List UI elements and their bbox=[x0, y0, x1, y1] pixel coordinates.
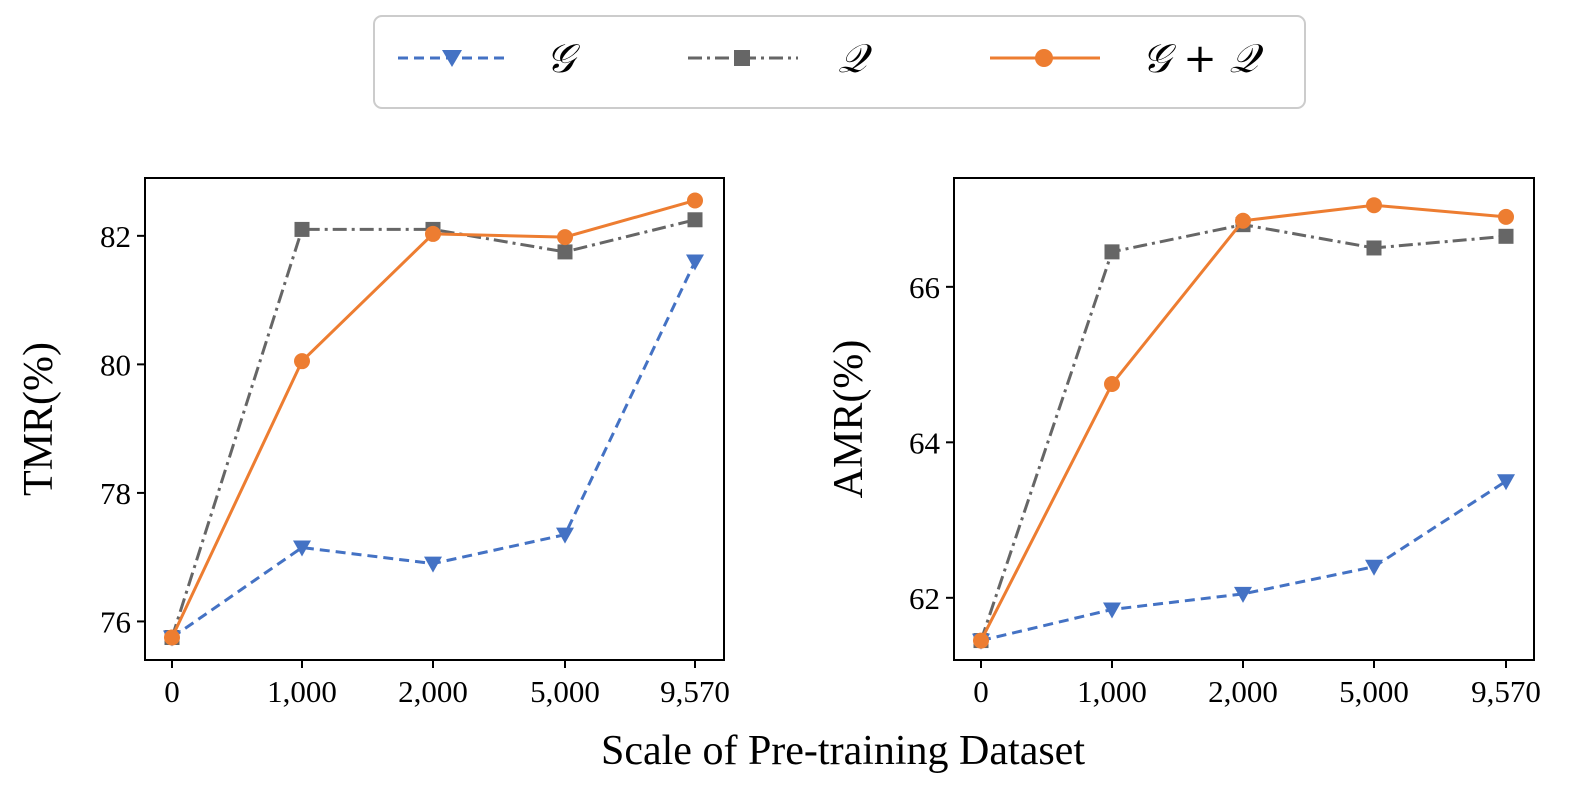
tmr-series-line-g bbox=[171, 260, 697, 639]
amr-point-gq bbox=[1366, 197, 1382, 214]
tmr-point-g bbox=[686, 254, 704, 271]
tmr-chart: 76 78 80 82 0 1,000 2,000 5,000 9,570 TMR(%) bbox=[16, 177, 730, 709]
amr-point-q bbox=[1366, 240, 1382, 256]
amr-x-tick-label: 9,570 bbox=[1471, 674, 1541, 709]
amr-point-q bbox=[1498, 228, 1514, 244]
amr-x-tick-label: 2,000 bbox=[1208, 674, 1278, 709]
tmr-x-tick-label: 0 bbox=[164, 674, 180, 709]
tmr-series-line-gq bbox=[170, 199, 696, 639]
tmr-point-q bbox=[294, 221, 310, 237]
amr-y-tick-label: 62 bbox=[909, 581, 940, 616]
tmr-point-g bbox=[424, 556, 442, 573]
tmr-point-gq bbox=[294, 353, 310, 370]
tmr-y-tick-label: 76 bbox=[100, 604, 131, 639]
amr-point-gq bbox=[973, 632, 989, 649]
tmr-point-q bbox=[687, 212, 703, 228]
amr-point-gq bbox=[1498, 208, 1514, 225]
amr-point-g bbox=[1103, 602, 1121, 619]
tmr-point-q bbox=[557, 244, 573, 260]
legend-marker-gq bbox=[1035, 49, 1053, 67]
tmr-point-gq bbox=[557, 229, 573, 246]
tmr-point-gq bbox=[425, 225, 441, 242]
amr-point-q bbox=[1104, 244, 1120, 260]
tmr-x-tick-label: 1,000 bbox=[267, 674, 337, 709]
tmr-point-g bbox=[556, 527, 574, 544]
amr-y-axis-label: AMR(%) bbox=[826, 340, 872, 499]
amr-x-tick-label: 0 bbox=[973, 674, 989, 709]
amr-y-tick-label: 66 bbox=[909, 270, 940, 305]
amr-chart: 62 64 66 0 1,000 2,000 5,000 9,570 AMR(%) bbox=[826, 177, 1541, 709]
amr-point-g bbox=[1365, 559, 1383, 576]
amr-point-g bbox=[1234, 586, 1252, 603]
tmr-y-tick-label: 80 bbox=[100, 347, 131, 382]
legend-label-gq: 𝒢 + 𝒬 bbox=[1142, 36, 1264, 82]
tmr-x-tick-label: 2,000 bbox=[398, 674, 468, 709]
tmr-x-tick-label: 5,000 bbox=[530, 674, 600, 709]
tmr-y-tick-label: 82 bbox=[100, 219, 131, 254]
tmr-y-tick-label: 78 bbox=[100, 476, 131, 511]
legend-marker-q bbox=[734, 50, 750, 66]
legend-entry-gq: 𝒢 + 𝒬 bbox=[990, 36, 1264, 82]
amr-point-g bbox=[1497, 474, 1515, 491]
legend-marker-g bbox=[442, 50, 462, 67]
legend: 𝒢 𝒬 𝒢 + 𝒬 bbox=[373, 15, 1306, 109]
legend-frame bbox=[373, 15, 1306, 109]
amr-x-tick-label: 1,000 bbox=[1077, 674, 1147, 709]
tmr-plot-frame bbox=[144, 177, 725, 661]
tmr-point-gq bbox=[687, 192, 703, 209]
amr-y-tick-label: 64 bbox=[909, 425, 941, 460]
tmr-point-g bbox=[293, 540, 311, 557]
tmr-x-tick-label: 9,570 bbox=[660, 674, 730, 709]
tmr-point-gq bbox=[164, 629, 180, 646]
amr-point-gq bbox=[1104, 376, 1120, 393]
tmr-y-axis-label: TMR(%) bbox=[16, 342, 62, 496]
amr-series-line-q bbox=[979, 223, 1507, 642]
amr-x-tick-label: 5,000 bbox=[1339, 674, 1409, 709]
amr-series-line-g bbox=[980, 479, 1507, 643]
tmr-series-line-q bbox=[170, 218, 696, 638]
x-axis-label: Scale of Pre-training Dataset bbox=[601, 728, 1085, 774]
amr-series-line-gq bbox=[979, 203, 1507, 642]
amr-point-gq bbox=[1235, 212, 1251, 229]
